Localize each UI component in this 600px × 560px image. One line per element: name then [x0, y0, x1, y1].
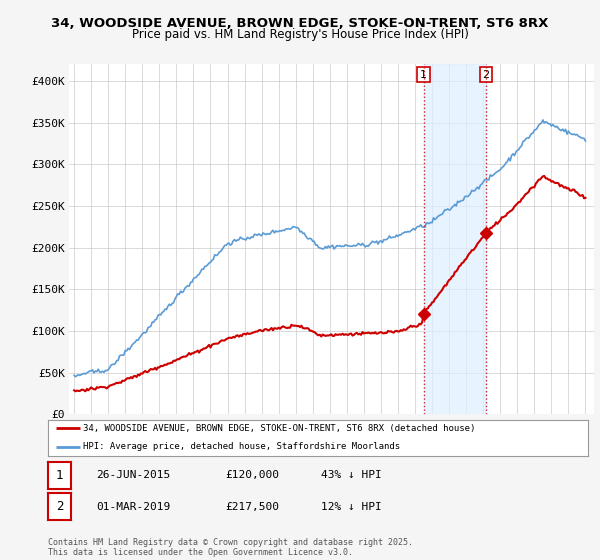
Text: 34, WOODSIDE AVENUE, BROWN EDGE, STOKE-ON-TRENT, ST6 8RX (detached house): 34, WOODSIDE AVENUE, BROWN EDGE, STOKE-O…: [83, 424, 475, 433]
Text: £217,500: £217,500: [225, 502, 279, 512]
Text: 1: 1: [420, 69, 427, 80]
Text: HPI: Average price, detached house, Staffordshire Moorlands: HPI: Average price, detached house, Staf…: [83, 442, 400, 451]
Text: Price paid vs. HM Land Registry's House Price Index (HPI): Price paid vs. HM Land Registry's House …: [131, 28, 469, 41]
Text: 01-MAR-2019: 01-MAR-2019: [96, 502, 170, 512]
Text: 2: 2: [482, 69, 490, 80]
Text: 12% ↓ HPI: 12% ↓ HPI: [321, 502, 382, 512]
Text: 1: 1: [56, 469, 63, 482]
Text: £120,000: £120,000: [225, 470, 279, 480]
Text: 2: 2: [56, 500, 63, 514]
Bar: [424, 64, 486, 414]
Text: 43% ↓ HPI: 43% ↓ HPI: [321, 470, 382, 480]
Text: 26-JUN-2015: 26-JUN-2015: [96, 470, 170, 480]
Text: Contains HM Land Registry data © Crown copyright and database right 2025.
This d: Contains HM Land Registry data © Crown c…: [48, 538, 413, 557]
Text: 34, WOODSIDE AVENUE, BROWN EDGE, STOKE-ON-TRENT, ST6 8RX: 34, WOODSIDE AVENUE, BROWN EDGE, STOKE-O…: [52, 17, 548, 30]
